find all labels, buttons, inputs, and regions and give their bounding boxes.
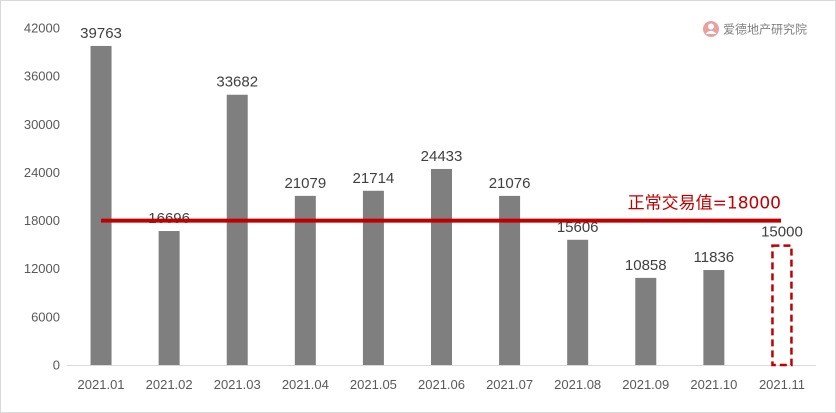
data-label: 10858 xyxy=(625,257,667,274)
y-tick-label: 0 xyxy=(53,358,60,373)
data-label: 11836 xyxy=(694,249,735,266)
data-label: 15000 xyxy=(761,224,803,241)
x-tick-label: 2021.06 xyxy=(418,377,465,392)
user-body-shape xyxy=(705,30,717,34)
y-tick-label: 36000 xyxy=(24,69,60,84)
reference-line-label: 正常交易值=18000 xyxy=(628,194,781,214)
x-tick-label: 2021.07 xyxy=(486,377,533,392)
x-tick-label: 2021.03 xyxy=(214,377,261,392)
y-axis: 0 6000 12000 18000 24000 30000 36000 42000 xyxy=(24,21,60,373)
bar xyxy=(499,195,521,365)
x-tick-label: 2021.11 xyxy=(759,377,805,392)
bar xyxy=(294,195,316,365)
bar-estimate xyxy=(771,244,793,367)
data-label: 24433 xyxy=(421,148,463,165)
user-head-shape xyxy=(708,23,714,30)
data-label: 21079 xyxy=(284,175,326,192)
data-label: 21714 xyxy=(353,170,395,187)
data-labels: 39763 16696 33682 21079 21714 24433 21076 15606… xyxy=(80,25,803,274)
x-tick-label: 2021.09 xyxy=(622,377,669,392)
data-label: 16696 xyxy=(148,210,190,227)
bar xyxy=(431,168,452,365)
bar xyxy=(90,45,112,366)
bar xyxy=(635,277,657,365)
reference-line-group: 正常交易值=18000 xyxy=(101,194,781,223)
data-label: 21076 xyxy=(489,175,531,192)
y-tick-label: 12000 xyxy=(24,261,60,276)
x-tick-label: 2021.04 xyxy=(282,377,329,392)
x-tick-label: 2021.01 xyxy=(78,377,125,392)
y-tick-label: 30000 xyxy=(24,117,60,132)
y-tick-label: 24000 xyxy=(24,165,60,180)
x-tick-label: 2021.05 xyxy=(350,377,397,392)
bar xyxy=(362,190,384,365)
y-tick-label: 42000 xyxy=(24,21,60,36)
x-tick-label: 2021.02 xyxy=(146,377,193,392)
watermark-text: 爱德地产研究院 xyxy=(723,22,807,37)
bar xyxy=(158,231,180,365)
bar xyxy=(567,239,589,365)
watermark: 爱德地产研究院 xyxy=(703,21,807,37)
bar xyxy=(703,270,725,365)
bar-series xyxy=(90,45,793,367)
bar xyxy=(226,94,248,365)
data-label: 39763 xyxy=(80,25,122,42)
y-tick-label: 6000 xyxy=(31,309,60,324)
x-axis: 2021.01 2021.02 2021.03 2021.04 2021.05 2021.… xyxy=(78,377,805,392)
x-tick-label: 2021.10 xyxy=(690,377,737,392)
x-tick-label: 2021.08 xyxy=(554,377,601,392)
y-tick-label: 18000 xyxy=(24,213,60,228)
data-label: 15606 xyxy=(557,219,599,236)
data-label: 33682 xyxy=(216,74,258,91)
